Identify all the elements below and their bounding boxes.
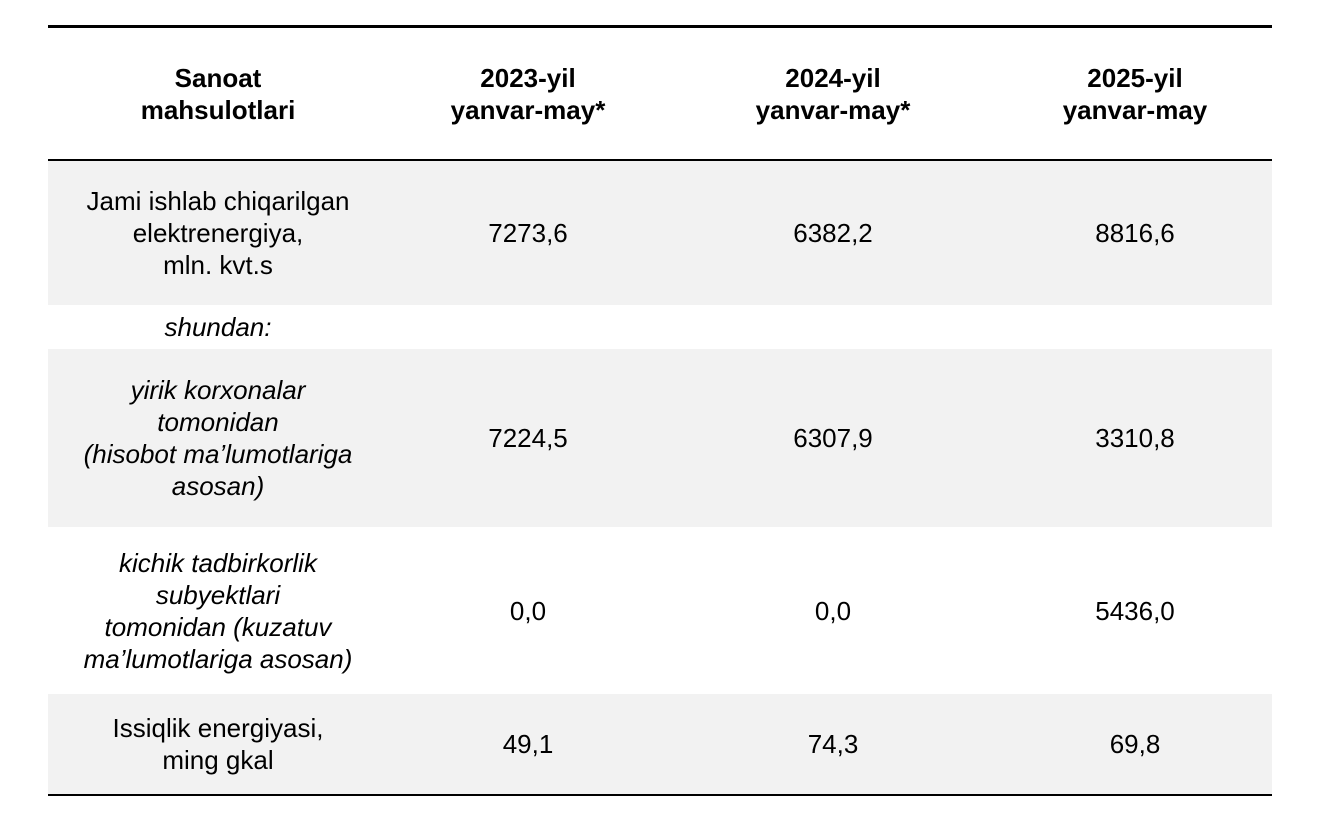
cell-large-enterprises-2024: 6307,9: [793, 423, 873, 453]
cell-small-business-2025: 5436,0: [1095, 595, 1175, 626]
cell-electricity-2024: 6382,2: [793, 218, 873, 248]
header-products: Sanoat mahsulotlari: [140, 62, 296, 125]
cell-small-business-2023: 0,0: [509, 595, 547, 626]
cell-heat-energy-2025: 69,8: [1109, 729, 1161, 759]
header-2023: 2023-yil yanvar-may*: [450, 62, 606, 125]
row-band-electricity: [48, 161, 1272, 305]
row-label-small-business: kichik tadbirkorlik subyektlari tomonida…: [83, 547, 353, 674]
header-2025: 2025-yil yanvar-may: [1062, 62, 1208, 125]
cell-large-enterprises-2023: 7224,5: [488, 423, 568, 453]
cell-small-business-2024: 0,0: [814, 595, 852, 626]
cell-electricity-2025: 8816,6: [1095, 218, 1175, 248]
table-top-rule: [48, 25, 1272, 28]
cell-heat-energy-2023: 49,1: [502, 729, 554, 759]
cell-heat-energy-2024: 74,3: [807, 729, 859, 759]
row-band-large-enterprises: [48, 349, 1272, 527]
row-label-large-enterprises: yirik korxonalar tomonidan (hisobot ma’l…: [83, 375, 353, 501]
row-label-electricity: Jami ishlab chiqarilgan elektrenergiya, …: [86, 186, 350, 280]
row-label-of-which: shundan:: [164, 312, 272, 342]
header-rule: [48, 159, 1272, 161]
table-bottom-rule: [48, 794, 1272, 796]
cell-large-enterprises-2025: 3310,8: [1095, 423, 1175, 453]
row-band-heat-energy: [48, 694, 1272, 794]
row-label-heat-energy: Issiqlik energiyasi, ming gkal: [112, 713, 324, 775]
header-2024: 2024-yil yanvar-may*: [755, 62, 911, 125]
cell-electricity-2023: 7273,6: [488, 218, 568, 248]
